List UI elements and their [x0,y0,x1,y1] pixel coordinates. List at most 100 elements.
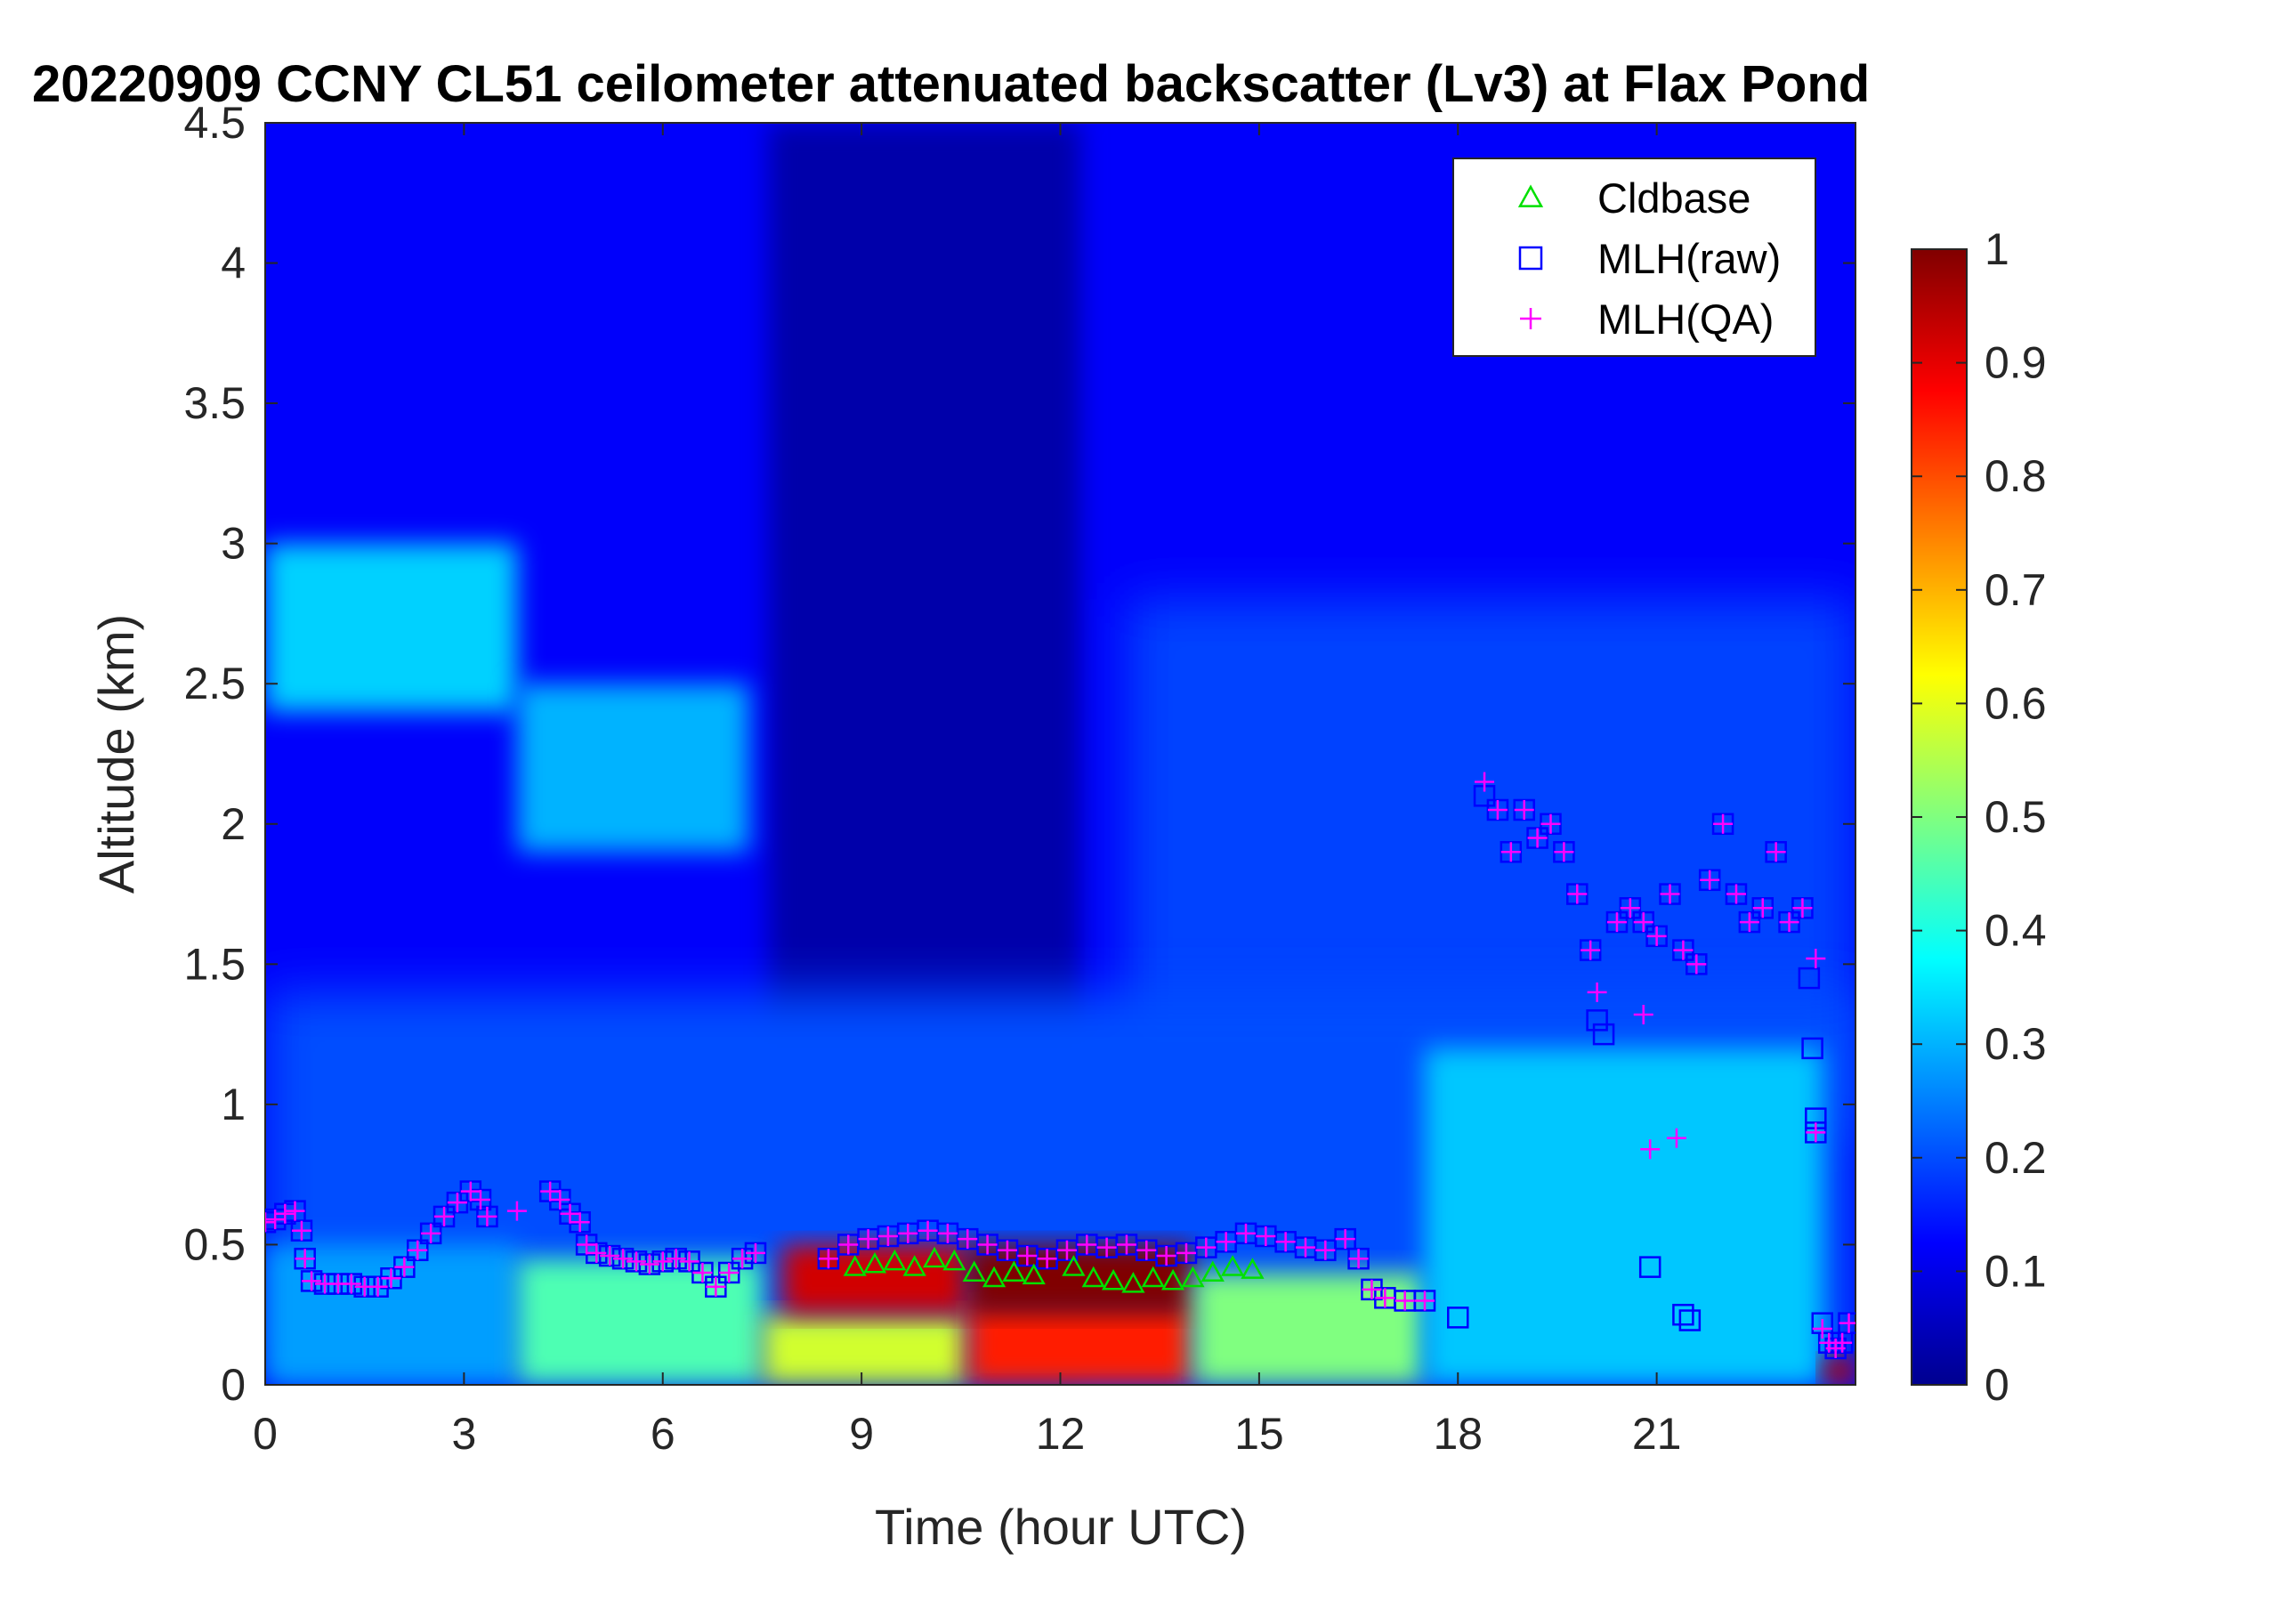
mlh-qa-marker [666,1249,686,1269]
mlh-qa-marker [1520,308,1541,329]
mlh-qa-marker [652,1251,673,1272]
marker-layer [265,772,1855,1360]
mlh-raw-marker [1798,967,1821,990]
x-tick-label: 15 [1234,1409,1284,1459]
mlh-qa-marker [1806,1122,1826,1143]
mlh-qa-marker [570,1212,590,1233]
mlh-qa-marker [1726,884,1746,904]
chart-title: 20220909 CCNY CL51 ceilometer attenuated… [32,55,1870,113]
mlh-qa-marker [368,1276,388,1297]
mlh-qa-marker [341,1274,361,1294]
mlh-qa-marker [1633,1005,1653,1025]
legend-entry-label: Cldbase [1597,174,1750,222]
mlh-qa-marker [1235,1223,1256,1243]
x-tick-label: 12 [1036,1409,1086,1459]
x-axis-label: Time (hour UTC) [875,1499,1247,1555]
mlh-qa-marker [1096,1237,1117,1258]
mlh-qa-marker [937,1223,958,1243]
cldbase-marker [1022,1263,1046,1285]
mlh-qa-marker [1136,1240,1157,1260]
mlh-qa-marker [1256,1226,1276,1246]
mlh-qa-marker [421,1223,441,1243]
mlh-qa-marker [408,1240,428,1260]
mlh-qa-marker [460,1181,481,1202]
colorbar-tick-label: 1 [1985,224,2009,274]
mlh-qa-marker [1832,1332,1853,1353]
mlh-qa-marker [1275,1232,1296,1252]
mlh-qa-marker [1500,842,1521,862]
y-tick-label: 4.5 [183,98,246,148]
x-tick-label: 6 [651,1409,675,1459]
mlh-qa-marker [1554,842,1574,862]
mlh-qa-marker [1640,1139,1661,1160]
mlh-qa-marker [275,1203,295,1224]
mlh-qa-marker [265,1210,286,1230]
colorbar: 0 0.1 0.2 0.3 0.4 0.5 0.6 0.7 0.8 0.9 1 [1911,224,2047,1410]
cldbase-marker [982,1266,1007,1288]
mlh-qa-marker [918,1220,938,1241]
y-tick-label: 2 [221,799,246,849]
cldbase-marker [1141,1266,1165,1288]
mlh-qa-marker [732,1249,753,1269]
mlh-qa-marker [470,1190,490,1210]
mlh-qa-marker [1581,940,1601,960]
cldbase-marker [902,1255,926,1276]
mlh-qa-marker [1752,898,1773,918]
y-axis: 0 0.5 1 1.5 2 2.5 3 3.5 4 4.5 [183,98,1855,1410]
heatmap-feature [1822,1356,1855,1385]
mlh-qa-marker [706,1276,726,1297]
cldbase-marker [1220,1255,1245,1276]
cldbase-marker [1241,1258,1265,1279]
mlh-qa-marker [1567,884,1588,904]
x-tick-label: 18 [1433,1409,1483,1459]
mlh-qa-marker [295,1249,315,1269]
colorbar-tick-label: 0.1 [1985,1246,2047,1296]
mlh-qa-marker [858,1229,878,1250]
mlh-raw-marker [1518,246,1543,271]
y-tick-label: 1.5 [183,939,246,989]
mlh-qa-marker [1296,1237,1315,1258]
mlh-qa-marker [1620,898,1640,918]
y-tick-label: 0.5 [183,1219,246,1269]
legend-entry-label: MLH(QA) [1597,295,1774,343]
mlh-qa-marker [1514,800,1534,821]
heatmap-feature [1192,1272,1426,1385]
x-tick-label: 9 [849,1409,874,1459]
mlh-qa-marker [719,1262,740,1282]
cldbase-marker [1181,1266,1205,1288]
heatmap-feature [516,684,749,853]
mlh-qa-marker [997,1240,1017,1260]
mlh-qa-marker [639,1254,659,1274]
mlh-qa-marker [679,1251,699,1272]
mlh-raw-marker [1801,1037,1823,1060]
legend-box [1452,158,1816,357]
mlh-qa-marker [1037,1249,1057,1269]
mlh-qa-marker [1196,1237,1217,1258]
colorbar-tick-label: 0.4 [1985,906,2047,956]
y-tick-label: 3.5 [183,378,246,428]
cldbase-marker [1517,184,1544,207]
cldbase-marker [962,1260,986,1282]
mlh-qa-marker [1606,912,1627,933]
cldbase-marker [1062,1255,1086,1276]
mlh-qa-marker [1216,1232,1236,1252]
colorbar-tick-label: 0.9 [1985,338,2047,388]
mlh-qa-marker [1116,1234,1136,1255]
mlh-qa-marker [477,1206,497,1226]
mlh-qa-marker [1686,954,1707,975]
mlh-raw-marker [1447,1307,1469,1329]
mlh-qa-marker [291,1220,311,1241]
mlh-qa-marker [1056,1240,1077,1260]
mlh-qa-marker [447,1193,467,1213]
mlh-qa-marker [577,1234,597,1255]
cldbase-marker [1081,1266,1105,1288]
colorbar-tick-label: 0 [1985,1360,2009,1410]
heatmap-feature [762,1315,968,1385]
mlh-qa-marker [898,1223,918,1243]
mlh-qa-marker [818,1249,838,1269]
mlh-qa-marker [1176,1242,1196,1263]
mlh-raw-marker [1678,1309,1702,1331]
mlh-qa-marker [1335,1229,1355,1250]
mlh-qa-marker [745,1242,765,1263]
mlh-qa-marker [550,1190,570,1210]
